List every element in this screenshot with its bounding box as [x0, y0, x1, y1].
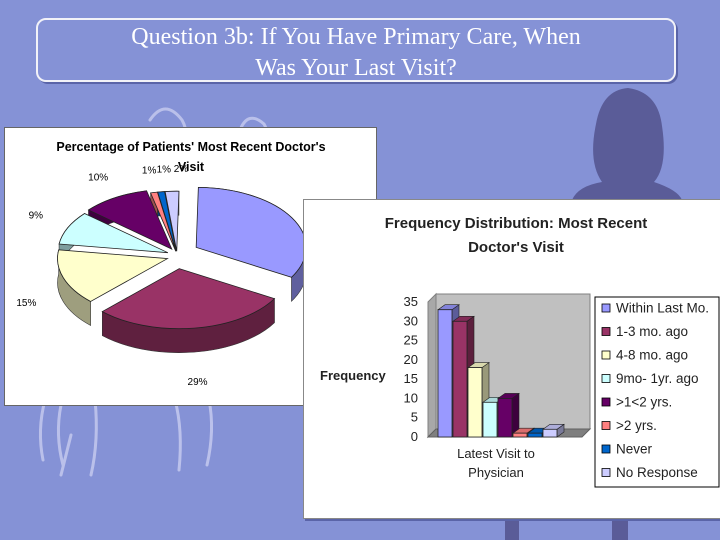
bars [437, 304, 565, 438]
legend-swatch [601, 397, 611, 407]
legend: Within Last Mo. 1-3 mo. ago 4-8 mo. ago 9mo… [594, 296, 720, 488]
bar-title-line-1: Frequency Distribution: Most Recent [385, 215, 648, 232]
woman-silhouette [572, 88, 682, 200]
pie-title-line-1: Percentage of Patients' Most Recent Doct… [56, 140, 325, 154]
plot-side-wall [427, 292, 437, 439]
pie-title-line-2: Visit [178, 160, 205, 174]
bar [452, 320, 468, 438]
legend-swatch [601, 350, 611, 360]
legend-box [594, 296, 720, 488]
bar [437, 309, 453, 438]
bar [512, 432, 528, 438]
pie-slice-label: 9% [29, 210, 44, 221]
legend-label: >1<2 yrs. [616, 395, 672, 410]
pie-slice [195, 186, 307, 278]
y-tick-label: 35 [404, 294, 418, 309]
legend-label: 9mo- 1yr. ago [616, 371, 699, 386]
legend-label: No Response [616, 465, 698, 480]
figure-leg-outline-center [173, 398, 214, 472]
legend-swatch [601, 303, 611, 313]
y-tick-label: 5 [411, 410, 418, 425]
pie-slice [87, 190, 173, 250]
y-tick-label: 10 [404, 390, 418, 405]
legend-label: Never [616, 442, 653, 457]
pie-chart: Percentage of Patients' Most Recent Doct… [16, 140, 341, 388]
bar-title-line-2: Doctor's Visit [468, 239, 564, 256]
bar-chart-panel: Frequency Distribution: Most Recent Doct… [303, 199, 720, 519]
pie-slice-label: 10% [88, 173, 108, 184]
pie-slice-label: 29% [188, 377, 208, 388]
y-tick-label: 20 [404, 352, 418, 367]
y-tick-label: 30 [404, 313, 418, 328]
x-axis-label-line-1: Latest Visit to [457, 446, 535, 461]
y-axis-label: Frequency [320, 368, 387, 383]
legend-label: Within Last Mo. [616, 301, 709, 316]
slide-title: Question 3b: If You Have Primary Care, W… [36, 22, 676, 84]
figure-leg-outline-left [38, 398, 65, 467]
pie-slice-label: 1% [142, 166, 157, 177]
pie-slice-label: 15% [16, 298, 36, 309]
bar [467, 367, 483, 438]
pie-slice [157, 191, 177, 252]
legend-swatch [601, 421, 611, 430]
legend-swatch [601, 327, 611, 336]
y-tick-label: 25 [404, 333, 418, 348]
bar [497, 398, 513, 438]
pie-slice-label: 1% [157, 165, 172, 176]
legend-swatch [601, 374, 611, 383]
bar [482, 401, 498, 438]
bar [527, 432, 543, 438]
x-axis-label-line-2: Physician [468, 465, 524, 480]
legend-label: 4-8 mo. ago [616, 348, 688, 363]
y-tick-label: 15 [404, 371, 418, 386]
slide-title-line-1: Question 3b: If You Have Primary Care, W… [131, 24, 581, 50]
bar-chart: Frequency Distribution: Most Recent Doct… [320, 215, 720, 488]
y-axis: 35 30 25 20 15 10 5 0 [404, 294, 418, 444]
legend-label: >2 yrs. [616, 418, 657, 433]
y-tick-label: 0 [411, 429, 418, 444]
legend-label: 1-3 mo. ago [616, 324, 688, 339]
bar [542, 428, 558, 438]
legend-swatch [601, 444, 611, 454]
legend-swatch [601, 468, 611, 477]
pie-slice [101, 268, 276, 330]
pie-slice [57, 249, 169, 302]
pie-slices [57, 186, 307, 330]
title-frame [36, 18, 676, 82]
pie-slice [164, 190, 180, 252]
slide-title-line-2: Was Your Last Visit? [255, 55, 457, 81]
pie-slice [58, 213, 169, 254]
pie-slice-label: 2% [174, 164, 189, 175]
figure-leg-outline-mid [59, 398, 98, 477]
